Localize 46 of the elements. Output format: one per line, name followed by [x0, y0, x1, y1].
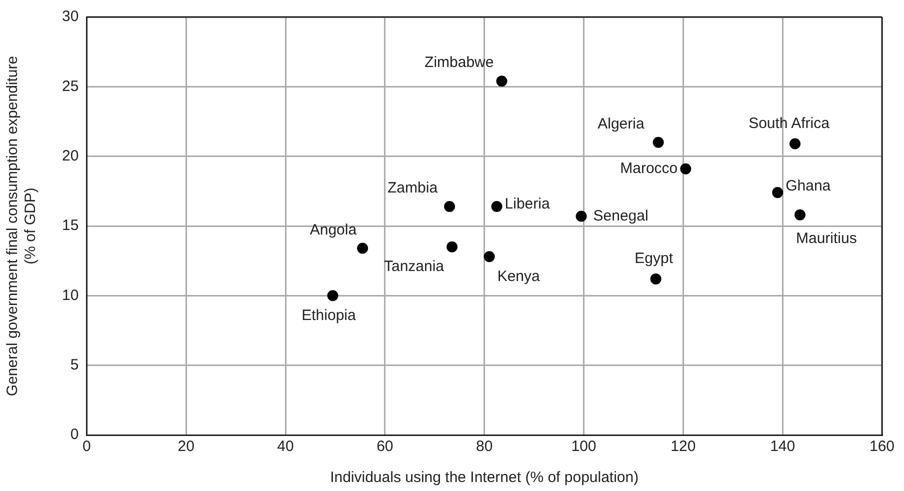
y-tick-label: 15 — [62, 217, 79, 234]
annotation: Kenya — [497, 268, 540, 285]
x-tick-label: 160 — [869, 438, 895, 456]
point — [496, 76, 508, 87]
annotation: Egypt — [634, 250, 674, 268]
point — [491, 200, 502, 212]
x-tick-label: 40 — [277, 438, 294, 456]
y-tick-label: 20 — [62, 147, 79, 164]
annotation: Ethiopia — [302, 306, 356, 324]
x-tick-label: 120 — [670, 438, 696, 456]
x-tick-label: 60 — [376, 438, 394, 456]
point — [772, 187, 784, 198]
point — [680, 163, 692, 174]
x-tick-label: 0 — [82, 438, 91, 456]
y-tick-label: 30 — [62, 8, 79, 26]
annotation: Ghana — [786, 178, 832, 195]
annotation: Zambia — [388, 180, 438, 197]
point — [357, 242, 368, 254]
point — [576, 210, 587, 222]
point — [790, 138, 801, 150]
y-axis-title: General government final consumption expenditure (% of GDP) — [4, 56, 40, 396]
y-tick-label: 5 — [70, 356, 79, 374]
annotation: Mauritius — [796, 230, 857, 247]
x-tick-label: 100 — [571, 438, 596, 456]
y-tick-label: 0 — [70, 426, 79, 444]
annotation: Senegal — [593, 207, 648, 224]
annotation: Tanzania — [384, 258, 445, 276]
annotation: South Africa — [748, 114, 830, 132]
point — [327, 290, 338, 302]
annotation: Algeria — [598, 116, 645, 133]
point — [446, 241, 458, 252]
annotation: Liberia — [504, 196, 550, 213]
point — [652, 136, 664, 148]
annotation: Marocco — [620, 160, 678, 178]
y-tick-label: 10 — [62, 286, 79, 304]
x-tick-label: 20 — [178, 438, 194, 456]
y-tick-label: 25 — [62, 78, 79, 95]
point — [444, 200, 456, 212]
point — [794, 209, 806, 220]
x-tick-label: 140 — [770, 438, 796, 456]
x-tick-label: 80 — [476, 438, 493, 456]
annotation: Zimbabwe — [424, 54, 494, 72]
x-axis-title: Individuals using the Internet (% of population) — [330, 469, 639, 486]
annotation: Angola — [310, 221, 358, 238]
point — [650, 273, 662, 284]
point — [484, 251, 495, 262]
